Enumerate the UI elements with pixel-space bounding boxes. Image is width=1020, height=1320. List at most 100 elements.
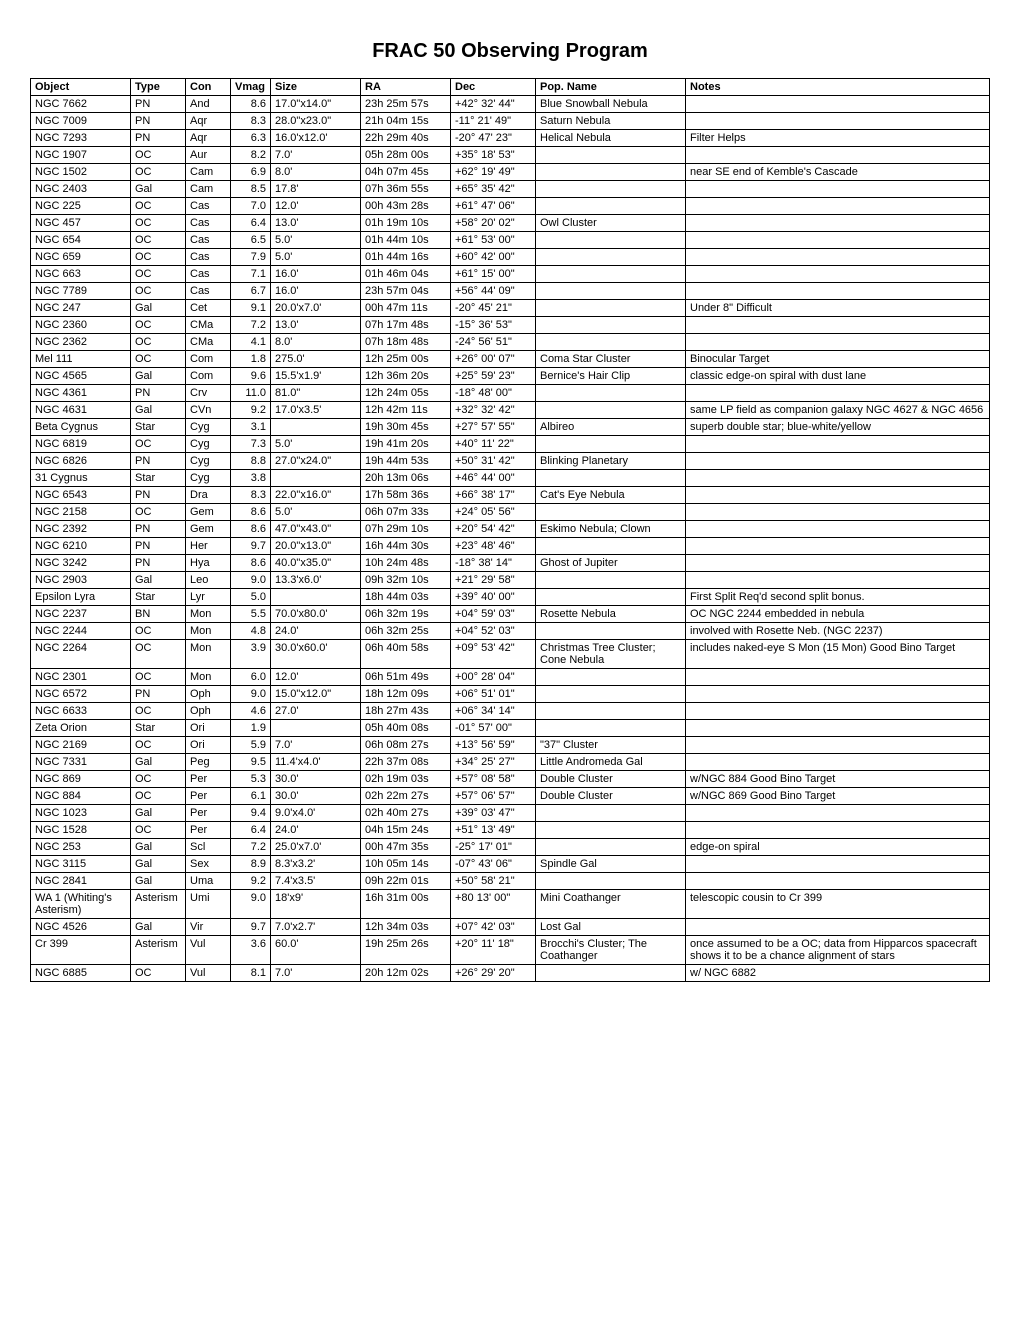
cell-size: 13.0' <box>271 215 361 232</box>
cell-type: OC <box>131 737 186 754</box>
cell-size <box>271 470 361 487</box>
cell-dec: +56° 44' 09" <box>451 283 536 300</box>
cell-con: Her <box>186 538 231 555</box>
cell-dec: +62° 19' 49" <box>451 164 536 181</box>
cell-notes <box>686 215 990 232</box>
cell-con: Vir <box>186 919 231 936</box>
cell-size: 15.0"x12.0" <box>271 686 361 703</box>
cell-notes: Binocular Target <box>686 351 990 368</box>
cell-notes: superb double star; blue-white/yellow <box>686 419 990 436</box>
cell-type: Gal <box>131 805 186 822</box>
cell-size: 81.0" <box>271 385 361 402</box>
cell-type: OC <box>131 232 186 249</box>
cell-type: OC <box>131 198 186 215</box>
cell-ra: 10h 05m 14s <box>361 856 451 873</box>
cell-size: 7.0' <box>271 147 361 164</box>
cell-type: OC <box>131 164 186 181</box>
cell-vmag: 6.4 <box>231 215 271 232</box>
cell-type: OC <box>131 249 186 266</box>
cell-notes <box>686 232 990 249</box>
cell-type: OC <box>131 822 186 839</box>
cell-size: 8.0' <box>271 334 361 351</box>
cell-ra: 06h 07m 33s <box>361 504 451 521</box>
cell-vmag: 7.0 <box>231 198 271 215</box>
cell-notes <box>686 198 990 215</box>
cell-type: OC <box>131 623 186 640</box>
cell-type: OC <box>131 317 186 334</box>
cell-object: NGC 654 <box>31 232 131 249</box>
cell-con: Cas <box>186 266 231 283</box>
cell-con: Mon <box>186 606 231 623</box>
cell-ra: 22h 37m 08s <box>361 754 451 771</box>
cell-con: Com <box>186 368 231 385</box>
cell-object: NGC 4631 <box>31 402 131 419</box>
cell-vmag: 8.2 <box>231 147 271 164</box>
cell-pop: Saturn Nebula <box>536 113 686 130</box>
cell-size: 27.0"x24.0" <box>271 453 361 470</box>
cell-notes: w/ NGC 6882 <box>686 965 990 982</box>
cell-notes: involved with Rosette Neb. (NGC 2237) <box>686 623 990 640</box>
cell-ra: 06h 40m 58s <box>361 640 451 669</box>
cell-dec: +06° 51' 01" <box>451 686 536 703</box>
cell-dec: +66° 38' 17" <box>451 487 536 504</box>
cell-ra: 04h 07m 45s <box>361 164 451 181</box>
cell-pop <box>536 669 686 686</box>
cell-vmag: 3.8 <box>231 470 271 487</box>
cell-dec: +35° 18' 53" <box>451 147 536 164</box>
cell-ra: 01h 44m 16s <box>361 249 451 266</box>
cell-dec: +61° 15' 00" <box>451 266 536 283</box>
cell-con: Dra <box>186 487 231 504</box>
cell-notes: same LP field as companion galaxy NGC 46… <box>686 402 990 419</box>
cell-ra: 04h 15m 24s <box>361 822 451 839</box>
cell-type: Gal <box>131 572 186 589</box>
cell-type: OC <box>131 283 186 300</box>
col-dec: Dec <box>451 79 536 96</box>
cell-notes <box>686 147 990 164</box>
cell-dec: +06° 34' 14" <box>451 703 536 720</box>
cell-pop <box>536 436 686 453</box>
cell-dec: +20° 11' 18" <box>451 936 536 965</box>
cell-pop <box>536 402 686 419</box>
cell-type: PN <box>131 113 186 130</box>
cell-size: 275.0' <box>271 351 361 368</box>
cell-object: NGC 2362 <box>31 334 131 351</box>
cell-object: Beta Cygnus <box>31 419 131 436</box>
cell-size: 8.0' <box>271 164 361 181</box>
cell-object: 31 Cygnus <box>31 470 131 487</box>
cell-vmag: 5.9 <box>231 737 271 754</box>
cell-ra: 09h 32m 10s <box>361 572 451 589</box>
table-row: NGC 1528OCPer6.424.0'04h 15m 24s+51° 13'… <box>31 822 990 839</box>
cell-ra: 16h 44m 30s <box>361 538 451 555</box>
cell-object: NGC 457 <box>31 215 131 232</box>
cell-con: Aqr <box>186 113 231 130</box>
cell-pop <box>536 147 686 164</box>
cell-ra: 21h 04m 15s <box>361 113 451 130</box>
cell-con: Aqr <box>186 130 231 147</box>
cell-pop: Eskimo Nebula; Clown <box>536 521 686 538</box>
col-vmag: Vmag <box>231 79 271 96</box>
cell-con: Scl <box>186 839 231 856</box>
cell-ra: 02h 19m 03s <box>361 771 451 788</box>
cell-type: Gal <box>131 300 186 317</box>
table-row: NGC 4565GalCom9.615.5'x1.9'12h 36m 20s+2… <box>31 368 990 385</box>
cell-object: Mel 111 <box>31 351 131 368</box>
cell-type: PN <box>131 130 186 147</box>
cell-object: NGC 3242 <box>31 555 131 572</box>
cell-object: NGC 6572 <box>31 686 131 703</box>
cell-dec: +21° 29' 58" <box>451 572 536 589</box>
cell-dec: +26° 00' 07" <box>451 351 536 368</box>
cell-vmag: 8.3 <box>231 113 271 130</box>
table-row: NGC 2169OCOri5.97.0'06h 08m 27s+13° 56' … <box>31 737 990 754</box>
col-notes: Notes <box>686 79 990 96</box>
cell-vmag: 9.2 <box>231 873 271 890</box>
cell-pop <box>536 822 686 839</box>
cell-notes <box>686 249 990 266</box>
cell-type: OC <box>131 334 186 351</box>
table-row: Beta CygnusStarCyg3.119h 30m 45s+27° 57'… <box>31 419 990 436</box>
cell-type: Star <box>131 470 186 487</box>
cell-con: Cam <box>186 181 231 198</box>
cell-notes <box>686 266 990 283</box>
cell-size: 18'x9' <box>271 890 361 919</box>
cell-dec: +39° 40' 00" <box>451 589 536 606</box>
cell-dec: +61° 53' 00" <box>451 232 536 249</box>
